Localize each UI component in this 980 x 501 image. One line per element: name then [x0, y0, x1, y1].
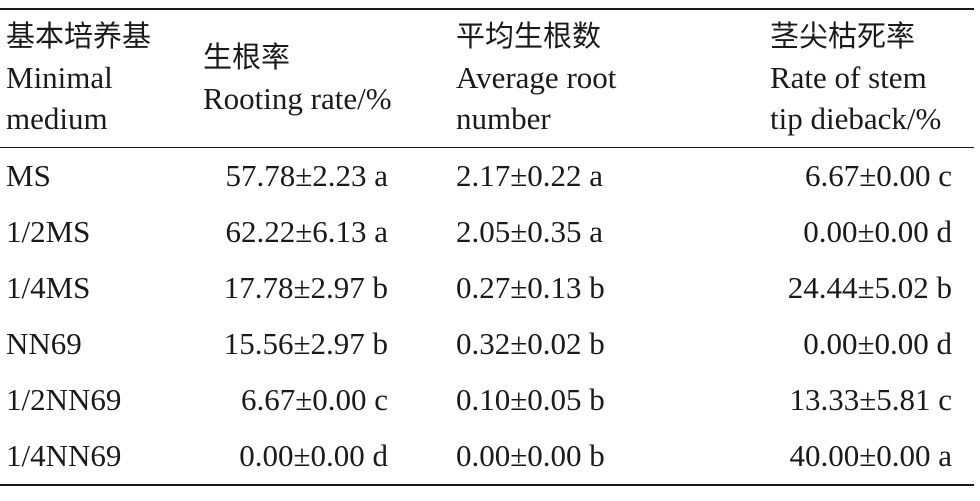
header-medium-zh: 基本培养基: [6, 19, 152, 53]
cell-rooting-rate: 62.22±6.13 a: [225, 214, 388, 249]
header-medium-en-line2: medium: [6, 101, 108, 136]
table-row: 1/2MS 62.22±6.13 a 2.05±0.35 a 0.00±0.00…: [0, 204, 974, 260]
cell-medium: 1/4NN69: [0, 428, 195, 486]
header-rooting-rate-en: Rooting rate/%: [203, 80, 392, 116]
table-body: MS 57.78±2.23 a 2.17±0.22 a 6.67±0.00 c …: [0, 148, 974, 486]
table-row: 1/4NN69 0.00±0.00 d 0.00±0.00 b 40.00±0.…: [0, 428, 974, 486]
table-row: MS 57.78±2.23 a 2.17±0.22 a 6.67±0.00 c: [0, 148, 974, 205]
cell-root-number: 0.32±0.02 b: [456, 326, 605, 361]
cell-rooting-rate: 15.56±2.97 b: [223, 326, 388, 361]
cell-rooting-rate: 0.00±0.00 d: [195, 428, 452, 486]
cell-dieback: 6.67±0.00 c: [804, 158, 952, 193]
cell-rooting-rate: 6.67±0.00 c: [240, 382, 388, 417]
header-dieback-en-line1: Rate of stem: [770, 60, 927, 95]
cell-rooting-rate: 17.78±2.97 b: [223, 270, 388, 305]
rooting-results-table: 基本培养基 Minimal medium 生根率 Rooting rate/% …: [0, 8, 974, 486]
cell-dieback: 40.00±0.00 a: [764, 428, 974, 486]
header-root-number-zh: 平均生根数: [456, 19, 602, 53]
cell-root-number: 2.17±0.22 a: [456, 158, 604, 193]
table-row: NN69 15.56±2.97 b 0.32±0.02 b 0.00±0.00 …: [0, 316, 974, 372]
header-dieback-en-line2: tip dieback/%: [770, 101, 942, 136]
header-root-number-en-line1: Average root: [456, 60, 617, 95]
header-medium-en-line1: Minimal: [6, 60, 113, 95]
cell-dieback: 13.33±5.81 c: [789, 382, 952, 417]
cell-root-number: 2.05±0.35 a: [456, 214, 604, 249]
cell-dieback: 24.44±5.02 b: [787, 270, 952, 305]
table-header: 基本培养基 Minimal medium 生根率 Rooting rate/% …: [0, 8, 974, 148]
header-root-number-en-line2: number: [456, 101, 551, 136]
cell-root-number: 0.10±0.05 b: [456, 382, 605, 417]
table-row: 1/2NN69 6.67±0.00 c 0.10±0.05 b 13.33±5.…: [0, 372, 974, 428]
header-root-number: 平均生根数 Average root number: [452, 8, 764, 148]
cell-medium: 1/2MS: [6, 214, 91, 249]
header-rooting-rate-zh: 生根率: [203, 39, 291, 74]
cell-dieback: 0.00±0.00 d: [803, 214, 952, 249]
cell-medium: NN69: [6, 326, 82, 361]
cell-medium: MS: [6, 158, 51, 193]
header-medium: 基本培养基 Minimal medium: [0, 8, 195, 148]
cell-rooting-rate: 57.78±2.23 a: [225, 158, 388, 193]
header-rooting-rate: 生根率 Rooting rate/%: [195, 8, 452, 148]
cell-root-number: 0.00±0.00 b: [452, 428, 764, 486]
cell-medium: 1/4MS: [6, 270, 91, 305]
table-row: 1/4MS 17.78±2.97 b 0.27±0.13 b 24.44±5.0…: [0, 260, 974, 316]
cell-root-number: 0.27±0.13 b: [456, 270, 605, 305]
header-dieback-zh: 茎尖枯死率: [770, 19, 916, 53]
cell-dieback: 0.00±0.00 d: [803, 326, 952, 361]
header-dieback: 茎尖枯死率 Rate of stem tip dieback/%: [764, 8, 974, 148]
header-row: 基本培养基 Minimal medium 生根率 Rooting rate/% …: [0, 8, 974, 148]
cell-medium: 1/2NN69: [6, 382, 122, 417]
